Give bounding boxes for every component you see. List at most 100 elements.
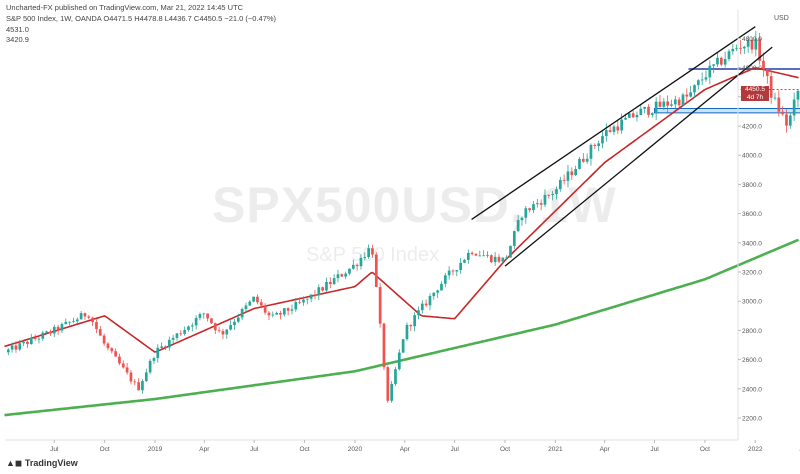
- y-tick-label: 3000.0: [742, 299, 762, 306]
- candle-body: [14, 345, 18, 350]
- candle-body: [129, 372, 133, 382]
- candle-body: [160, 346, 163, 348]
- candle-body: [190, 325, 194, 327]
- candle-body: [604, 130, 608, 137]
- candle-body: [29, 337, 33, 345]
- candle-body: [608, 130, 612, 132]
- candle-body: [597, 143, 600, 146]
- candle-body: [240, 308, 244, 318]
- candle-body: [459, 262, 462, 271]
- candle-body: [298, 301, 301, 303]
- candle-body: [505, 257, 508, 259]
- candle-body: [259, 302, 263, 306]
- candle-body: [83, 313, 87, 317]
- x-tick-label: 2021: [548, 446, 563, 453]
- candle-body: [137, 382, 140, 391]
- candle-body: [106, 343, 110, 349]
- candle-body: [263, 305, 267, 313]
- candle-body: [371, 248, 374, 255]
- candle-body: [742, 46, 746, 49]
- candle-body: [194, 317, 198, 326]
- x-tick-label: Jul: [50, 446, 59, 453]
- candle-body: [156, 347, 160, 359]
- sma-slow-line: [4, 238, 799, 417]
- candle-body: [440, 283, 443, 291]
- candle-body: [305, 298, 309, 300]
- candle-body: [340, 274, 344, 277]
- candle-body: [202, 313, 206, 315]
- currency-label: USD: [774, 15, 789, 22]
- candle-body: [125, 367, 129, 373]
- bar-countdown: 4d 7h: [746, 93, 764, 101]
- x-tick-label: Jul: [250, 446, 259, 453]
- candle-body: [432, 292, 436, 297]
- candle-body: [317, 287, 321, 296]
- candle-body: [302, 299, 305, 303]
- candle-body: [386, 367, 390, 401]
- candle-body: [535, 203, 539, 205]
- y-tick-label: 2400.0: [742, 386, 762, 393]
- sma-fast-value: 4531.0: [6, 25, 29, 34]
- candle-body: [589, 144, 593, 159]
- candle-body: [41, 332, 45, 339]
- candle-body: [474, 254, 478, 256]
- candle-body: [91, 317, 94, 323]
- candle-body: [746, 39, 750, 47]
- x-tick-label: Oct: [299, 446, 309, 453]
- y-tick-label: 4000.0: [742, 153, 762, 160]
- support-zone: [654, 107, 800, 114]
- candle-body: [739, 47, 742, 49]
- candle-body: [95, 322, 98, 330]
- candle-body: [424, 303, 428, 306]
- candle-body: [616, 126, 620, 131]
- candle-body: [75, 319, 79, 322]
- candle-body: [6, 349, 10, 353]
- candle-body: [601, 136, 604, 144]
- candle-body: [509, 245, 512, 258]
- y-tick-label: 2800.0: [742, 328, 762, 335]
- candle-body: [765, 69, 769, 77]
- candle-body: [773, 97, 777, 99]
- candle-body: [114, 351, 117, 357]
- candle-body: [785, 114, 788, 126]
- candle-body: [417, 310, 420, 316]
- candle-body: [256, 296, 259, 303]
- x-tick-label: Oct: [100, 446, 110, 453]
- candle-body: [229, 325, 232, 330]
- candle-body: [647, 106, 650, 115]
- candle-body: [712, 64, 716, 66]
- candle-body: [723, 59, 727, 65]
- candle-body: [152, 358, 156, 361]
- candle-body: [167, 339, 171, 348]
- candle-body: [658, 101, 662, 107]
- candle-body: [367, 248, 370, 258]
- candle-body: [56, 326, 60, 331]
- candle-body: [336, 274, 340, 279]
- candle-body: [252, 296, 255, 302]
- y-tick-label: 3200.0: [742, 270, 762, 277]
- x-tick-label: Apr: [400, 446, 411, 453]
- candle-body: [650, 113, 654, 115]
- candle-body: [351, 264, 355, 269]
- candle-body: [198, 314, 202, 318]
- candle-body: [735, 47, 739, 49]
- y-tick-label: 3400.0: [742, 240, 762, 247]
- candle-body: [279, 312, 282, 315]
- candle-body: [52, 326, 56, 334]
- tradingview-icon: ▲◼: [6, 458, 23, 468]
- candle-body: [428, 296, 432, 306]
- y-tick-label: 4800.0: [742, 36, 762, 43]
- candle-body: [486, 255, 489, 256]
- candle-body: [436, 290, 439, 293]
- candle-body: [206, 313, 209, 319]
- candle-body: [470, 252, 474, 255]
- candle-body: [489, 255, 493, 263]
- candle-body: [313, 294, 317, 296]
- candle-body: [750, 39, 754, 50]
- candle-body: [681, 94, 685, 106]
- candle-body: [271, 314, 275, 316]
- candle-body: [275, 312, 278, 315]
- candle-body: [754, 38, 758, 50]
